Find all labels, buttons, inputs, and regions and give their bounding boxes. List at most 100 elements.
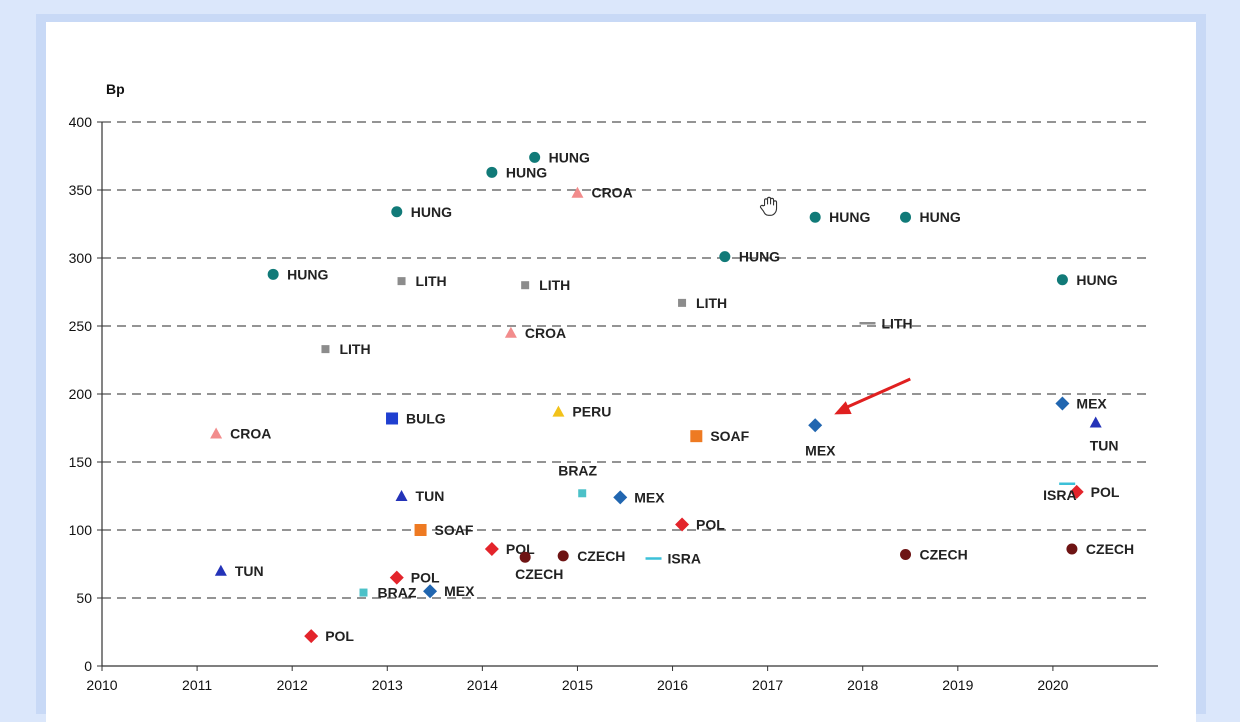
y-axis-label: Bp — [106, 81, 125, 97]
y-tick-100: 100 — [69, 522, 93, 538]
hung-marker — [391, 206, 403, 218]
pol-marker — [1069, 484, 1084, 499]
arrow-head — [834, 401, 852, 415]
tun-label: TUN — [1090, 438, 1119, 454]
mex-label: MEX — [805, 442, 836, 458]
croa-marker — [210, 427, 223, 439]
pol-label: POL — [411, 570, 440, 586]
braz-marker — [359, 588, 368, 597]
czech-label: CZECH — [920, 546, 968, 562]
czech-label: CZECH — [1086, 541, 1134, 557]
y-tick-0: 0 — [84, 658, 92, 674]
hung-label: HUNG — [549, 149, 590, 165]
arrow-shaft — [843, 377, 911, 410]
x-tick-2016: 2016 — [657, 677, 688, 693]
mex-label: MEX — [1076, 396, 1107, 412]
y-tick-150: 150 — [69, 454, 93, 470]
x-tick-2012: 2012 — [277, 677, 308, 693]
mex-label: MEX — [634, 489, 665, 505]
axes — [97, 121, 1158, 671]
hung-marker — [809, 211, 821, 223]
czech-marker — [557, 550, 569, 562]
x-tick-labels: 2010 2011 2012 2013 2014 2015 2016 2017 2018 2019… — [86, 677, 1068, 693]
lith-label: LITH — [881, 315, 912, 331]
page-frame: Bp 0 50 100 150 200 250 300 350 400 2010 2011 2012… — [36, 14, 1206, 722]
hung-label: HUNG — [411, 204, 452, 220]
czech-label: CZECH — [577, 548, 625, 564]
hung-label: HUNG — [287, 266, 328, 282]
y-tick-250: 250 — [69, 318, 93, 334]
mex-marker — [423, 584, 438, 599]
croa-marker — [504, 326, 517, 338]
hung-marker — [719, 251, 731, 263]
x-tick-2010: 2010 — [86, 677, 117, 693]
czech-marker — [1066, 543, 1078, 555]
x-tick-2019: 2019 — [942, 677, 973, 693]
pol-marker — [389, 570, 404, 585]
pol-label: POL — [325, 628, 354, 644]
mex-marker — [808, 418, 823, 433]
pol-marker — [484, 542, 499, 557]
y-tick-50: 50 — [76, 590, 92, 606]
croa-label: CROA — [525, 325, 566, 341]
lith-label: LITH — [416, 273, 447, 289]
y-tick-350: 350 — [69, 182, 93, 198]
y-tick-200: 200 — [69, 386, 93, 402]
tun-label: TUN — [235, 563, 264, 579]
x-tick-2014: 2014 — [467, 677, 498, 693]
hand-cursor-shape — [759, 196, 778, 216]
bulg-marker — [386, 412, 399, 425]
braz-label: BRAZ — [558, 462, 597, 478]
czech-label: CZECH — [515, 566, 563, 582]
soaf-label: SOAF — [435, 522, 474, 538]
peru-label: PERU — [572, 404, 611, 420]
lith-label: LITH — [539, 277, 570, 293]
tun-marker — [214, 564, 227, 576]
x-tick-2017: 2017 — [752, 677, 783, 693]
isra-label: ISRA — [668, 551, 701, 567]
annotations — [759, 196, 911, 415]
hung-label: HUNG — [920, 209, 961, 225]
hung-label: HUNG — [506, 164, 547, 180]
mex-marker — [613, 490, 628, 505]
lith-marker — [521, 281, 530, 290]
pol-marker — [304, 629, 319, 644]
pol-marker — [675, 517, 690, 532]
czech-marker — [900, 548, 912, 560]
hung-marker — [529, 151, 541, 163]
isra-label: ISRA — [1043, 487, 1076, 503]
chart-panel: Bp 0 50 100 150 200 250 300 350 400 2010 2011 2012… — [46, 22, 1196, 722]
hand-cursor-icon — [759, 196, 778, 216]
hung-marker — [486, 166, 498, 178]
hung-marker — [1056, 274, 1068, 286]
hung-marker — [267, 268, 279, 280]
lith-label: LITH — [696, 295, 727, 311]
braz-label: BRAZ — [378, 585, 417, 601]
x-tick-2011: 2011 — [182, 677, 212, 693]
mex-marker — [1055, 396, 1070, 411]
soaf-label: SOAF — [710, 428, 749, 444]
soaf-marker — [414, 524, 427, 536]
x-tick-2018: 2018 — [847, 677, 878, 693]
croa-label: CROA — [230, 425, 271, 441]
grid-lines — [102, 121, 1148, 599]
czech-marker — [519, 551, 531, 563]
mex-label: MEX — [444, 583, 475, 599]
x-tick-2020: 2020 — [1037, 677, 1068, 693]
y-tick-labels: 0 50 100 150 200 250 300 350 400 — [69, 114, 93, 674]
scatter-chart: Bp 0 50 100 150 200 250 300 350 400 2010 2011 2012… — [69, 81, 1158, 693]
croa-marker — [571, 186, 584, 198]
hung-label: HUNG — [829, 209, 870, 225]
tun-marker — [1089, 416, 1102, 428]
y-tick-300: 300 — [69, 250, 93, 266]
pol-label: POL — [1091, 484, 1120, 500]
lith-marker — [678, 298, 687, 307]
pol-label: POL — [696, 517, 725, 533]
hung-label: HUNG — [739, 249, 780, 265]
y-tick-400: 400 — [69, 114, 93, 130]
croa-label: CROA — [591, 185, 632, 201]
lith-marker — [397, 277, 406, 286]
tun-marker — [395, 490, 408, 501]
x-tick-2015: 2015 — [562, 677, 593, 693]
